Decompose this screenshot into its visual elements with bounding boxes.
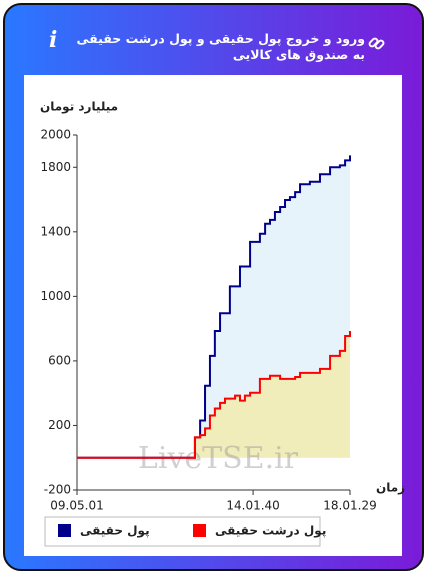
info-icon[interactable]: i	[49, 27, 58, 53]
y-tick-label: 1400	[40, 224, 71, 238]
y-tick-label: -200	[44, 483, 71, 497]
x-tick-label: 18.01.29	[323, 499, 376, 513]
legend-swatch	[193, 524, 206, 537]
y-axis-label: میلیارد تومان	[40, 100, 118, 115]
y-tick-label: 2000	[40, 128, 71, 142]
x-tick-label: 09.05.01	[50, 499, 103, 513]
y-tick-label: 1000	[40, 289, 71, 303]
x-axis-label: زمان	[376, 481, 405, 495]
link-icon[interactable]	[367, 33, 387, 53]
area	[77, 331, 350, 458]
y-tick-label: 200	[48, 418, 71, 432]
y-tick-label: 1800	[40, 160, 71, 174]
legend-swatch	[58, 524, 71, 537]
legend-label: پول حقیقی	[80, 524, 150, 539]
x-tick-label: 14.01.40	[226, 499, 279, 513]
line	[77, 331, 351, 459]
legend-label: پول درشت حقیقی	[215, 524, 326, 539]
legend-box	[44, 516, 321, 547]
card-title: ورود و خروج پول حقیقی و پول درشت حقیقی ب…	[76, 31, 365, 62]
line	[77, 155, 351, 459]
y-tick-label: 600	[48, 353, 71, 367]
